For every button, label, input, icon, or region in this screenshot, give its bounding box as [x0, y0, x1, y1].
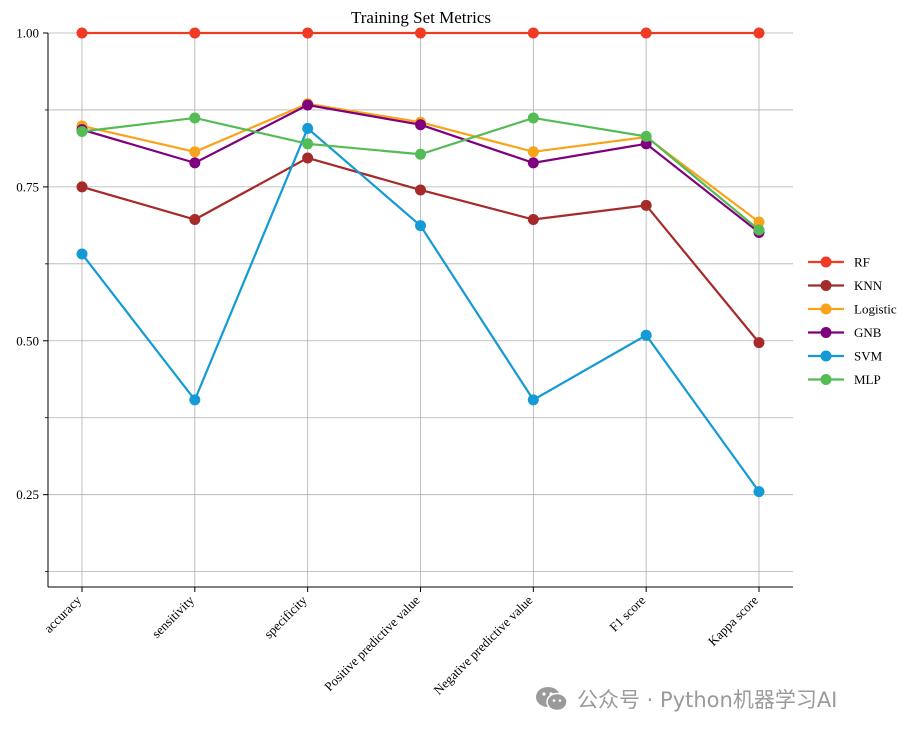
legend-marker: [820, 256, 832, 268]
data-point: [189, 27, 201, 39]
y-tick-label: 0.50: [16, 333, 39, 348]
y-tick-label: 0.25: [16, 487, 39, 502]
legend-label: MLP: [854, 372, 881, 387]
data-point: [640, 329, 652, 341]
data-point: [189, 394, 201, 406]
watermark: 公众号 · Python机器学习AI: [535, 684, 837, 714]
legend-label: SVM: [854, 349, 883, 364]
data-point: [527, 27, 539, 39]
data-point: [76, 248, 88, 260]
chart-title: Training Set Metrics: [351, 8, 491, 27]
x-tick-label: Positive predictive value: [321, 592, 423, 694]
legend-marker: [820, 280, 832, 291]
legend-label: Logistic: [854, 302, 897, 317]
data-point: [753, 224, 765, 236]
x-tick-label: Kappa score: [705, 592, 761, 648]
data-point: [415, 184, 426, 196]
series-knn: [76, 152, 765, 349]
data-point: [527, 394, 539, 406]
wechat-icon: [536, 687, 568, 712]
data-point: [753, 337, 765, 349]
data-point: [302, 27, 314, 39]
data-point: [76, 27, 88, 39]
legend-entry-logistic: Logistic: [808, 302, 897, 317]
watermark-text: 公众号 · Python机器学习AI: [577, 688, 838, 712]
data-point: [640, 27, 652, 39]
data-point: [527, 146, 539, 158]
legend-entry-mlp: MLP: [808, 372, 881, 387]
legend-entry-svm: SVM: [808, 349, 883, 364]
data-point: [640, 199, 652, 211]
data-point: [415, 148, 426, 160]
data-point: [753, 486, 765, 498]
legend-entry-rf: RF: [808, 255, 870, 270]
legend-marker: [820, 327, 832, 338]
data-point: [76, 125, 88, 137]
data-point: [527, 157, 539, 169]
x-tick-label: Negative predictive value: [430, 592, 535, 697]
data-point: [189, 146, 201, 158]
legend: RF KNN Logistic GNB SVM MLP: [808, 255, 897, 387]
series-layer: [76, 27, 765, 498]
legend-label: GNB: [854, 325, 882, 340]
y-tick-label: 0.75: [16, 179, 39, 194]
x-tick-label: F1 score: [606, 592, 648, 634]
legend-marker: [820, 350, 832, 362]
data-point: [76, 181, 88, 193]
data-point: [189, 112, 201, 124]
data-point: [415, 27, 426, 39]
data-point: [189, 214, 201, 226]
data-point: [753, 27, 765, 39]
x-tick-label: accuracy: [41, 592, 85, 636]
data-point: [302, 99, 314, 111]
data-point: [640, 130, 652, 142]
y-tick-label: 1.00: [16, 26, 39, 41]
data-point: [302, 122, 314, 134]
legend-entry-knn: KNN: [808, 278, 883, 293]
data-point: [415, 119, 426, 131]
series-mlp: [76, 112, 765, 236]
data-point: [302, 152, 314, 164]
legend-label: RF: [854, 255, 870, 270]
grid: [48, 32, 793, 587]
legend-marker: [820, 303, 832, 315]
x-tick-label: specificity: [261, 592, 310, 641]
data-point: [527, 112, 539, 124]
data-point: [189, 157, 201, 169]
data-point: [302, 138, 314, 150]
data-point: [753, 216, 765, 228]
series-rf: [76, 27, 765, 39]
data-point: [527, 214, 539, 226]
legend-marker: [820, 374, 832, 385]
x-tick-label: sensitivity: [149, 592, 198, 641]
series-svm: [76, 122, 765, 498]
legend-entry-gnb: GNB: [808, 325, 882, 340]
data-point: [415, 220, 426, 232]
legend-label: KNN: [854, 278, 883, 293]
